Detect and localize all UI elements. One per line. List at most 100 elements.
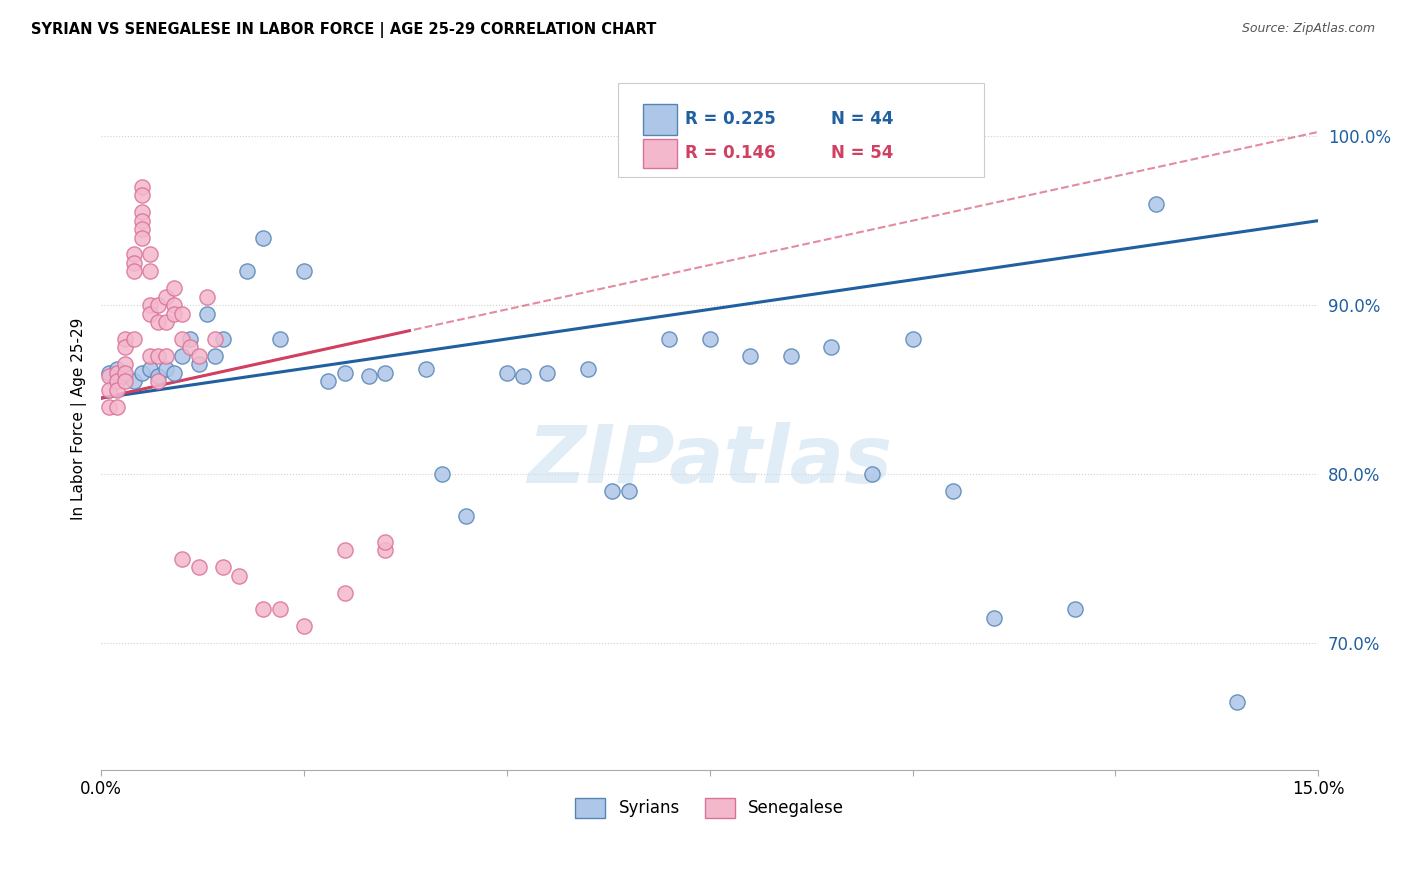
Point xyxy=(98,400,121,414)
Text: ZIPatlas: ZIPatlas xyxy=(527,422,893,500)
Point xyxy=(139,264,162,278)
Point xyxy=(204,332,226,346)
Point xyxy=(105,400,128,414)
Point xyxy=(131,366,153,380)
Point xyxy=(236,264,259,278)
Point xyxy=(131,188,153,202)
Point xyxy=(146,298,169,312)
Point xyxy=(617,484,640,499)
Point xyxy=(105,374,128,388)
Point xyxy=(292,264,315,278)
Point xyxy=(139,298,162,312)
Point xyxy=(536,366,558,380)
Point xyxy=(211,332,233,346)
FancyBboxPatch shape xyxy=(643,103,676,136)
Point xyxy=(114,369,136,384)
Point xyxy=(139,307,162,321)
Point xyxy=(105,383,128,397)
Point xyxy=(252,230,274,244)
Point xyxy=(131,213,153,227)
Point xyxy=(430,467,453,482)
Point xyxy=(333,366,356,380)
Point xyxy=(860,467,883,482)
Point xyxy=(983,611,1005,625)
Point xyxy=(374,543,396,558)
Point xyxy=(333,543,356,558)
Point xyxy=(374,534,396,549)
Point xyxy=(122,332,145,346)
Point xyxy=(139,247,162,261)
Point xyxy=(269,332,291,346)
Point xyxy=(1144,196,1167,211)
Point xyxy=(172,307,194,321)
Point xyxy=(122,264,145,278)
Point xyxy=(114,340,136,354)
Point xyxy=(179,332,201,346)
Text: N = 54: N = 54 xyxy=(831,144,894,161)
Point xyxy=(195,290,218,304)
Point xyxy=(269,602,291,616)
Point xyxy=(163,281,186,295)
Point xyxy=(131,205,153,219)
Point xyxy=(114,332,136,346)
Point xyxy=(252,602,274,616)
Point xyxy=(187,560,209,574)
Point xyxy=(155,362,177,376)
Text: R = 0.225: R = 0.225 xyxy=(685,110,776,128)
Point xyxy=(139,349,162,363)
Point xyxy=(172,551,194,566)
Point xyxy=(131,230,153,244)
Point xyxy=(1226,695,1249,709)
Point xyxy=(155,290,177,304)
Point xyxy=(779,349,801,363)
Point xyxy=(172,332,194,346)
Point xyxy=(576,362,599,376)
Point xyxy=(163,298,186,312)
Point xyxy=(146,369,169,384)
Point xyxy=(658,332,681,346)
Point xyxy=(105,362,128,376)
Point xyxy=(139,362,162,376)
Point xyxy=(122,247,145,261)
Point xyxy=(114,366,136,380)
Point xyxy=(187,357,209,371)
Point xyxy=(146,315,169,329)
Point xyxy=(195,307,218,321)
Point xyxy=(740,349,762,363)
Point xyxy=(1063,602,1085,616)
Text: N = 44: N = 44 xyxy=(831,110,894,128)
Point xyxy=(155,315,177,329)
FancyBboxPatch shape xyxy=(619,83,984,178)
Text: Source: ZipAtlas.com: Source: ZipAtlas.com xyxy=(1241,22,1375,36)
Point xyxy=(292,619,315,633)
Point xyxy=(187,349,209,363)
Text: R = 0.146: R = 0.146 xyxy=(685,144,776,161)
Point xyxy=(512,369,534,384)
Point xyxy=(146,349,169,363)
Point xyxy=(172,349,194,363)
Text: SYRIAN VS SENEGALESE IN LABOR FORCE | AGE 25-29 CORRELATION CHART: SYRIAN VS SENEGALESE IN LABOR FORCE | AG… xyxy=(31,22,657,38)
Point xyxy=(456,509,478,524)
Point xyxy=(114,357,136,371)
Point xyxy=(204,349,226,363)
Y-axis label: In Labor Force | Age 25-29: In Labor Force | Age 25-29 xyxy=(72,318,87,520)
Point xyxy=(901,332,924,346)
Point xyxy=(122,256,145,270)
FancyBboxPatch shape xyxy=(643,138,676,168)
Point xyxy=(333,585,356,599)
Point xyxy=(602,484,624,499)
Point xyxy=(131,179,153,194)
Point xyxy=(942,484,965,499)
Point xyxy=(357,369,380,384)
Legend: Syrians, Senegalese: Syrians, Senegalese xyxy=(568,791,851,825)
Point xyxy=(228,568,250,582)
Point xyxy=(820,340,842,354)
Point xyxy=(98,383,121,397)
Point xyxy=(105,366,128,380)
Point xyxy=(163,366,186,380)
Point xyxy=(146,374,169,388)
Point xyxy=(98,366,121,380)
Point xyxy=(495,366,517,380)
Point xyxy=(179,340,201,354)
Point xyxy=(114,374,136,388)
